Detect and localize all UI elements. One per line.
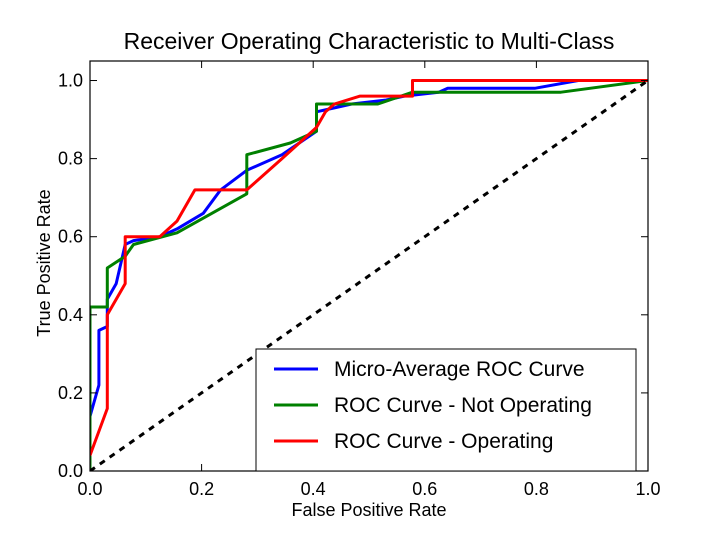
legend-label: ROC Curve - Not Operating <box>334 394 592 417</box>
x-tick-label: 1.0 <box>635 479 660 499</box>
x-tick-label: 0.6 <box>412 479 437 499</box>
chart-title: Receiver Operating Characteristic to Mul… <box>124 28 615 54</box>
y-tick-label: 0.6 <box>58 227 83 247</box>
x-tick-label: 0.8 <box>524 479 549 499</box>
legend: Micro-Average ROC Curve ROC Curve - Not O… <box>255 348 637 472</box>
legend-box <box>255 348 637 472</box>
series-line-roc-curve-operating <box>90 79 648 456</box>
y-tick-label: 0.0 <box>58 461 83 481</box>
plot-area <box>90 79 648 471</box>
y-tick-label: 0.8 <box>58 149 83 169</box>
x-tick-label: 0.0 <box>77 479 102 499</box>
chance-diagonal-line <box>90 79 648 471</box>
y-tick-label: 0.2 <box>58 383 83 403</box>
legend-label: ROC Curve - Operating <box>334 430 553 453</box>
x-tick-label: 0.4 <box>301 479 326 499</box>
y-axis-title: True Positive Rate <box>34 189 54 336</box>
y-tick-label: 0.4 <box>58 305 83 325</box>
series-line-roc-curve-not-operating <box>90 79 648 471</box>
x-axis-title: False Positive Rate <box>291 500 446 520</box>
legend-label: Micro-Average ROC Curve <box>334 358 585 381</box>
y-tick-label: 1.0 <box>58 71 83 91</box>
x-tick-label: 0.2 <box>189 479 214 499</box>
